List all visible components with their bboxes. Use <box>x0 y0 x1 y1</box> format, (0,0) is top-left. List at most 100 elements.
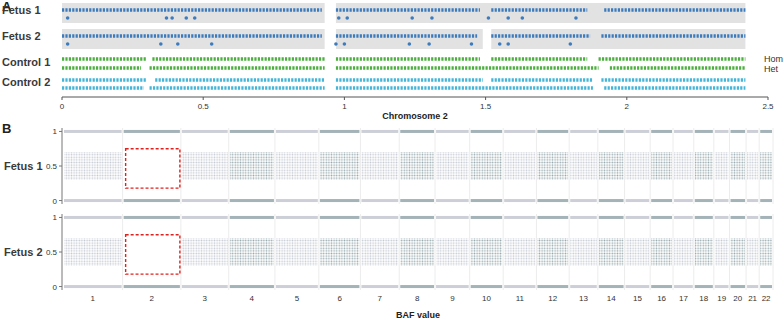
hom-band <box>715 285 729 288</box>
y-tick-label: 0 <box>53 283 58 292</box>
hom-band <box>400 130 434 133</box>
y-tick <box>59 217 62 218</box>
hom-band <box>651 216 672 219</box>
hom-band <box>504 285 535 288</box>
hom-segment <box>491 57 587 60</box>
het-point <box>569 42 573 46</box>
het-band <box>730 238 745 266</box>
hom-band <box>276 130 318 133</box>
het-point <box>470 42 474 46</box>
hom-band <box>276 199 318 202</box>
x-tick-label: 2 <box>625 102 630 111</box>
het-segment <box>336 86 593 89</box>
het-band <box>400 238 434 266</box>
het-band <box>674 238 693 266</box>
chromosome-separator <box>569 128 570 204</box>
hom-band <box>570 199 597 202</box>
x-tick-label: 21 <box>748 294 757 303</box>
x-tick <box>768 97 769 100</box>
hom-band <box>276 285 318 288</box>
het-band <box>626 238 650 266</box>
chromosome-separator <box>469 128 470 204</box>
hom-band <box>715 130 729 133</box>
het-band <box>436 238 469 266</box>
het-point <box>193 16 197 20</box>
hom-band <box>230 216 274 219</box>
het-band <box>599 152 624 180</box>
hom-band <box>747 130 758 133</box>
series-label: Control 2 <box>2 76 50 88</box>
chromosome-separator <box>435 214 436 290</box>
hom-band <box>537 216 568 219</box>
hom-segment <box>491 8 587 11</box>
chromosome-separator <box>228 214 229 290</box>
het-point <box>159 42 163 46</box>
highlight-box <box>126 149 180 188</box>
het-point <box>66 16 70 20</box>
het-point <box>574 16 578 20</box>
chromosome-separator <box>650 128 651 204</box>
hom-band <box>599 216 624 219</box>
hom-band <box>760 199 772 202</box>
hom-band <box>747 216 758 219</box>
hom-band <box>182 130 228 133</box>
x-tick-label: 22 <box>762 294 771 303</box>
hom-band <box>361 285 398 288</box>
chromosome-separator <box>729 128 730 204</box>
het-band <box>715 238 729 266</box>
hom-band <box>400 216 434 219</box>
hom-band <box>320 199 360 202</box>
hom-band <box>436 130 469 133</box>
hom-band <box>230 199 274 202</box>
baf-plot <box>64 128 773 290</box>
hom-band <box>504 199 535 202</box>
y-tick-label: 1 <box>53 127 58 136</box>
hom-segment <box>599 57 746 60</box>
hom-segment <box>336 34 477 37</box>
chromosome-separator <box>673 128 674 204</box>
y-tick <box>59 286 62 287</box>
x-tick-label: 10 <box>482 294 491 303</box>
het-point <box>170 16 174 20</box>
series-label: Fetus 2 <box>2 30 41 42</box>
chromosome-separator <box>729 214 730 290</box>
hom-band <box>674 216 693 219</box>
track-plot <box>62 3 745 88</box>
chromosome-separator <box>759 128 760 204</box>
hom-band <box>230 130 274 133</box>
hom-band <box>695 130 713 133</box>
hom-band <box>715 216 729 219</box>
het-band <box>320 238 360 266</box>
chromosome-separator <box>693 214 694 290</box>
het-point <box>176 42 180 46</box>
het-point <box>430 16 434 20</box>
x-tick <box>62 97 63 100</box>
het-point <box>184 16 188 20</box>
hom-band <box>276 216 318 219</box>
hom-segment <box>601 78 745 81</box>
het-segment <box>62 66 141 69</box>
het-band <box>730 152 745 180</box>
x-tick-label: 15 <box>633 294 642 303</box>
x-tick-label: 19 <box>717 294 726 303</box>
hom-band <box>626 199 650 202</box>
hom-band <box>182 199 228 202</box>
het-point <box>334 42 338 46</box>
chromosome-separator <box>360 128 361 204</box>
hom-band <box>320 216 360 219</box>
hom-band <box>471 130 502 133</box>
y-tick-label: 0 <box>53 197 58 206</box>
het-band <box>182 152 228 180</box>
highlight-box <box>126 235 180 274</box>
het-band <box>570 152 597 180</box>
x-tick-label: 0.5 <box>198 102 210 111</box>
het-band <box>64 152 122 180</box>
x-tick-label: 17 <box>679 294 688 303</box>
hom-band <box>730 216 745 219</box>
chromosome-separator <box>228 128 229 204</box>
series-label: Fetus 2 <box>4 246 43 258</box>
x-tick-label: 2.5 <box>762 102 774 111</box>
hom-band <box>320 130 360 133</box>
hom-band <box>674 130 693 133</box>
x-tick-label: 18 <box>699 294 708 303</box>
